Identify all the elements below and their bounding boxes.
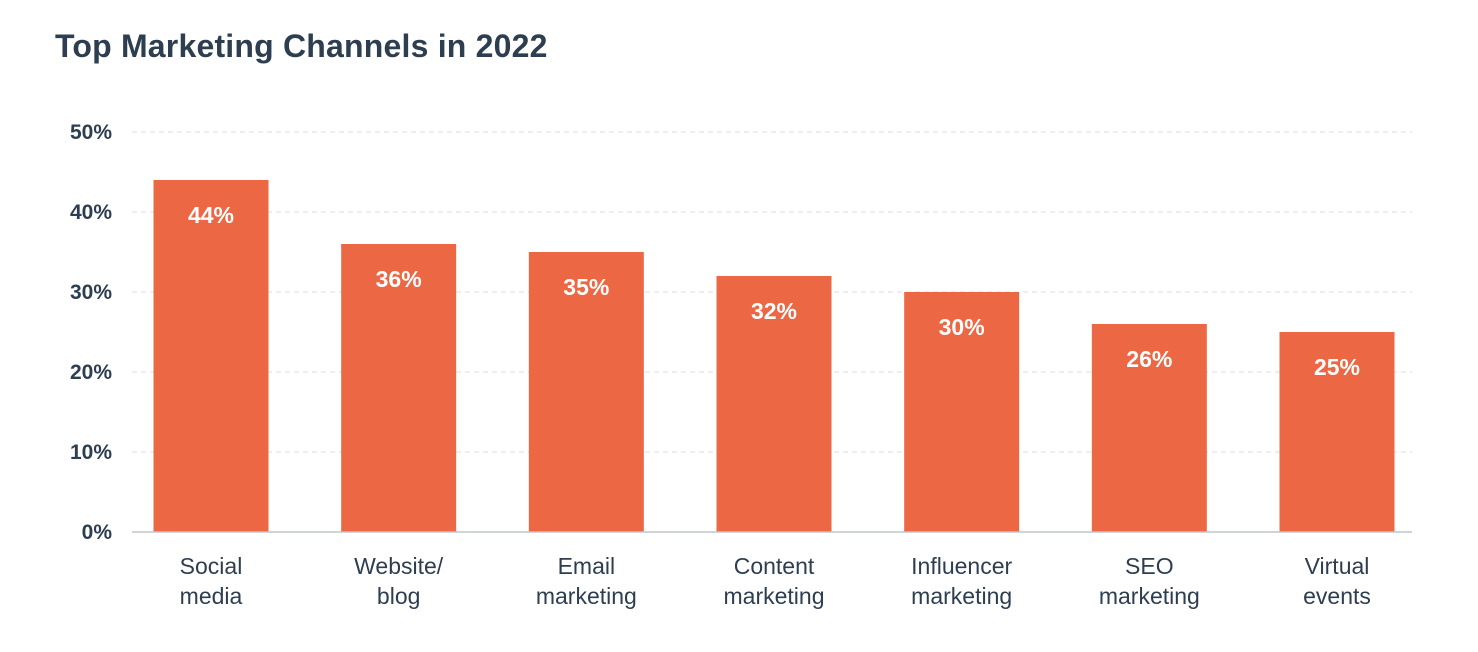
x-tick-label: Influencer marketing xyxy=(911,553,1012,609)
x-tick-label: Website/blog xyxy=(354,553,444,609)
x-axis: Social media Website/blog Email marketing Con… xyxy=(180,553,1371,609)
data-label: 36% xyxy=(376,266,422,292)
bar xyxy=(716,276,832,532)
bars xyxy=(153,180,1395,532)
bar xyxy=(1091,324,1207,532)
x-tick-label: Email marketing xyxy=(536,553,637,609)
data-label: 35% xyxy=(563,274,609,300)
y-tick-label: 0% xyxy=(82,521,113,544)
bar xyxy=(904,292,1020,532)
data-label: 26% xyxy=(1126,346,1172,372)
bar xyxy=(1279,332,1395,532)
bar xyxy=(528,252,644,532)
y-tick-label: 40% xyxy=(70,201,112,224)
data-label: 44% xyxy=(188,202,234,228)
data-labels: 44% 36% 35% 32% 30% 26% 25% xyxy=(188,202,1360,380)
y-axis: 0% 10% 20% 30% 40% 50% xyxy=(70,121,112,544)
data-label: 30% xyxy=(939,314,985,340)
x-tick-label: Social media xyxy=(180,553,243,609)
x-tick-label: SEO marketing xyxy=(1099,553,1200,609)
y-tick-label: 10% xyxy=(70,441,112,464)
chart-title: Top Marketing Channels in 2022 xyxy=(55,28,548,64)
x-tick-label: Virtual events xyxy=(1303,553,1371,609)
data-label: 25% xyxy=(1314,354,1360,380)
y-tick-label: 20% xyxy=(70,361,112,384)
data-label: 32% xyxy=(751,298,797,324)
y-tick-label: 30% xyxy=(70,281,112,304)
bar xyxy=(153,180,269,532)
x-tick-label: Content marketing xyxy=(724,553,825,609)
y-tick-label: 50% xyxy=(70,121,112,144)
bar xyxy=(341,244,457,532)
